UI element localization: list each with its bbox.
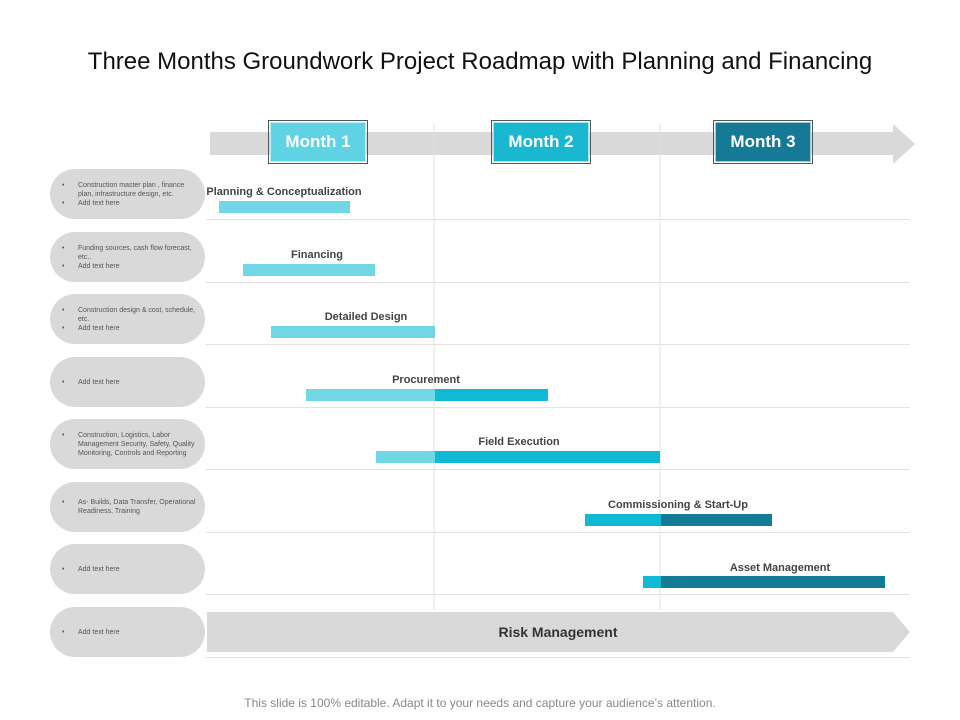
month-3-box: Month 3 — [713, 120, 813, 164]
page-title: Three Months Groundwork Project Roadmap … — [87, 48, 873, 75]
row-note-pill: Construction master plan , finance plan,… — [50, 169, 205, 219]
month-1-label: Month 1 — [285, 132, 351, 151]
task-label-financing: Financing — [291, 249, 343, 261]
month-3-label: Month 3 — [730, 132, 796, 151]
task-label-detailed-design: Detailed Design — [324, 311, 408, 323]
month-2-label: Month 2 — [508, 132, 574, 151]
risk-management-arrow — [207, 612, 910, 652]
row-divider — [206, 594, 910, 595]
bar-field-execution-month2 — [435, 451, 660, 463]
row-note-pill: As- Builds, Data Transfer, Operational R… — [50, 482, 205, 532]
row-divider — [206, 282, 910, 283]
row-note-pill: Construction, Logistics, Labor Managemen… — [50, 419, 205, 469]
task-label-planning: Planning & Conceptualization — [206, 186, 362, 198]
bar-field-execution-month1 — [376, 451, 435, 463]
row-note-item: Add text here — [62, 565, 197, 574]
row-note-item: As- Builds, Data Transfer, Operational R… — [62, 498, 197, 516]
bar-procurement-month1 — [306, 389, 435, 401]
row-divider — [206, 469, 910, 470]
row-divider — [206, 532, 910, 533]
bar-commissioning-month2 — [585, 514, 661, 526]
row-divider — [206, 344, 910, 345]
bar-commissioning-month3 — [661, 514, 772, 526]
row-note-item: Construction, Logistics, Labor Managemen… — [62, 431, 197, 458]
row-note-item: Add text here — [62, 628, 197, 637]
task-label-risk-management: Risk Management — [498, 624, 618, 640]
row-note-item: Construction design & cost, schedule, et… — [62, 306, 197, 324]
bar-asset-management-month2 — [643, 576, 661, 588]
row-note-item: Add text here — [62, 378, 197, 387]
bar-asset-management-month3 — [661, 576, 885, 588]
row-note-item: Funding sources, cash flow forecast, etc… — [62, 244, 197, 262]
month-1-box: Month 1 — [268, 120, 368, 164]
row-divider — [206, 219, 910, 220]
row-note-pill: Funding sources, cash flow forecast, etc… — [50, 232, 205, 282]
task-label-commissioning: Commissioning & Start-Up — [608, 499, 748, 511]
month-2-box: Month 2 — [491, 120, 591, 164]
row-note-item: Add text here — [62, 262, 197, 271]
row-note-pill: Construction design & cost, schedule, et… — [50, 294, 205, 344]
bar-financing — [243, 264, 375, 276]
row-note-item: Add text here — [62, 199, 197, 208]
task-label-asset-management: Asset Management — [729, 562, 831, 574]
row-note-pill: Add text here — [50, 607, 205, 657]
footer-note: This slide is 100% editable. Adapt it to… — [244, 696, 716, 710]
row-divider — [206, 657, 910, 658]
bar-planning — [219, 201, 350, 213]
bar-detailed-design — [271, 326, 435, 338]
row-note-pill: Add text here — [50, 544, 205, 594]
row-note-item: Add text here — [62, 324, 197, 333]
task-label-field-execution: Field Execution — [478, 436, 560, 448]
task-label-procurement: Procurement — [392, 374, 460, 386]
row-note-item: Construction master plan , finance plan,… — [62, 181, 197, 199]
row-note-pill: Add text here — [50, 357, 205, 407]
bar-procurement-month2 — [435, 389, 548, 401]
row-divider — [206, 407, 910, 408]
